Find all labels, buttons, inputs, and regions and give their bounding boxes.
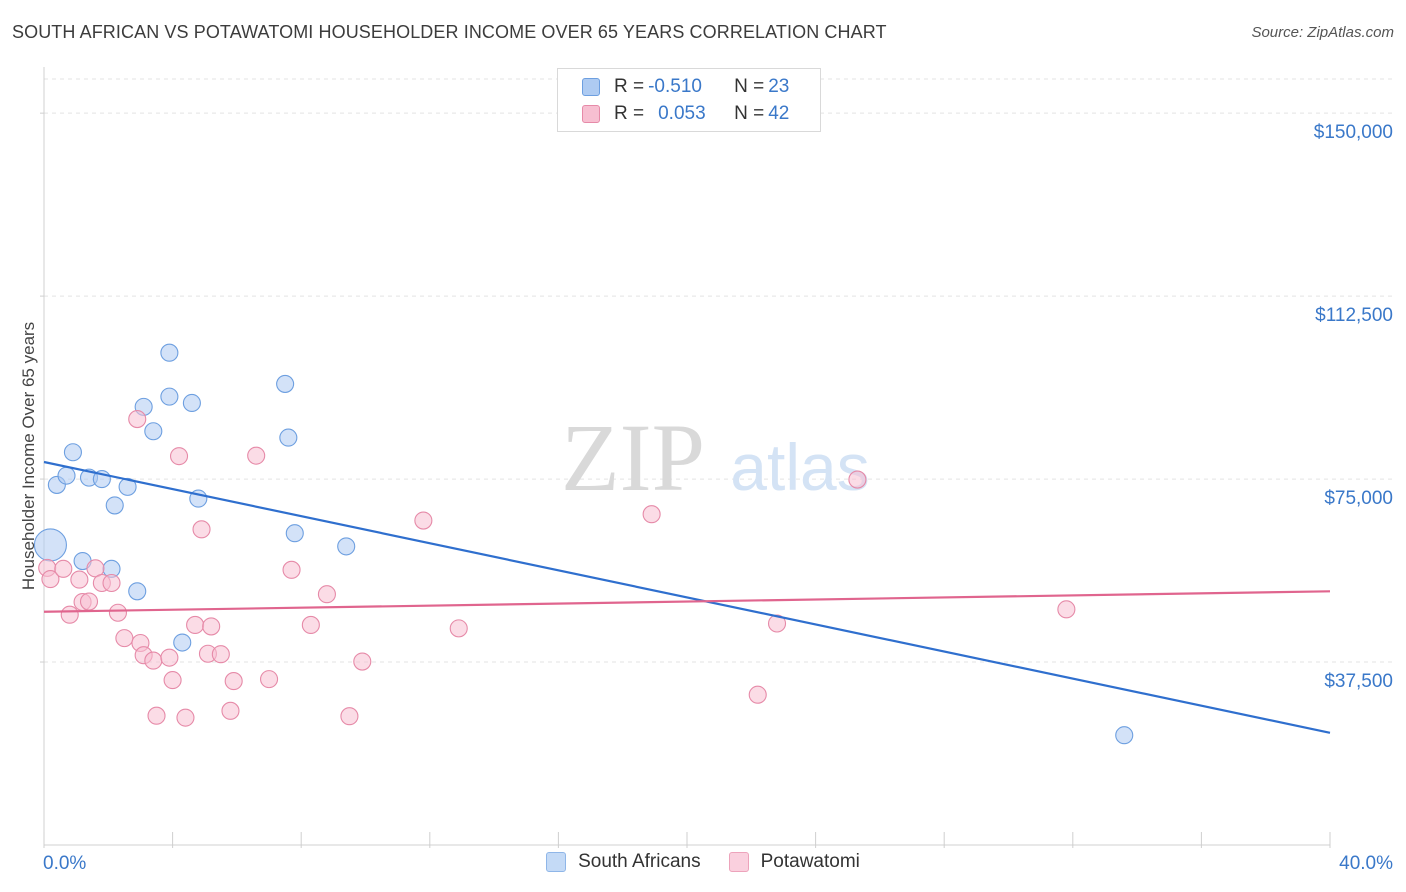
trend-lines [43, 460, 1331, 734]
point-potawatomi [767, 614, 787, 633]
point-potawatomi [147, 706, 166, 725]
point-potawatomi [282, 560, 301, 579]
data-points [33, 343, 1134, 745]
point-potawatomi [353, 652, 372, 671]
y-tick-label: $75,000 [1324, 488, 1393, 509]
y-tick-label: $37,500 [1324, 671, 1393, 692]
point-potawatomi [449, 619, 468, 638]
point-potawatomi [163, 671, 182, 690]
point-potawatomi [1057, 600, 1076, 619]
point-south-africans [118, 477, 137, 496]
legend-swatch-potawatomi [728, 852, 749, 872]
point-south-africans [279, 428, 298, 447]
point-potawatomi [317, 585, 336, 604]
point-south-africans [160, 343, 179, 362]
point-potawatomi [221, 701, 240, 720]
point-south-africans [144, 422, 163, 441]
point-potawatomi [340, 707, 359, 726]
point-potawatomi [192, 520, 211, 539]
point-potawatomi [202, 617, 221, 636]
legend-r-label: R = [614, 76, 645, 97]
point-south-africans [1115, 726, 1134, 745]
trend-line-potawatomi [43, 590, 1331, 613]
point-south-africans [33, 528, 67, 562]
legend-item-south-africans[interactable]: South Africans [546, 851, 701, 873]
y-tick-label: $150,000 [1314, 122, 1393, 143]
point-potawatomi [108, 603, 127, 622]
legend-swatch-potawatomi [582, 105, 600, 123]
x-tick-label: 0.0% [43, 853, 86, 874]
point-potawatomi [748, 685, 767, 704]
legend-n-label: N = [734, 103, 765, 124]
point-potawatomi [115, 629, 134, 648]
x-tick-label: 40.0% [1339, 853, 1393, 874]
point-potawatomi [128, 410, 147, 429]
point-potawatomi [414, 511, 433, 530]
legend-n-value: 23 [768, 76, 790, 97]
legend-n-label: N = [734, 76, 765, 97]
point-potawatomi [247, 446, 266, 465]
point-south-africans [128, 582, 147, 601]
point-potawatomi [211, 645, 230, 664]
point-south-africans [337, 537, 356, 556]
legend-row-south-africans: R = -0.510 N = 23 [582, 74, 789, 100]
chart-title: SOUTH AFRICAN VS POTAWATOMI HOUSEHOLDER … [12, 22, 887, 42]
point-south-africans [57, 466, 76, 485]
legend-swatch-south-africans [546, 852, 567, 872]
point-south-africans [276, 374, 295, 393]
point-potawatomi [60, 605, 79, 624]
point-south-africans [182, 393, 201, 413]
point-potawatomi [169, 447, 189, 466]
point-potawatomi [224, 672, 243, 691]
point-potawatomi [144, 651, 163, 670]
point-potawatomi [70, 570, 89, 589]
point-potawatomi [642, 505, 661, 524]
point-potawatomi [54, 559, 73, 578]
point-south-africans [160, 387, 179, 406]
legend-label-south-africans: South Africans [578, 851, 701, 872]
legend-item-potawatomi[interactable]: Potawatomi [728, 851, 860, 873]
watermark-zip: ZIP [561, 404, 705, 511]
y-tick-label: $112,500 [1315, 305, 1393, 326]
legend-r-value: -0.510 [648, 76, 702, 97]
watermark-atlas: atlas [730, 430, 869, 504]
point-potawatomi [301, 615, 320, 635]
point-potawatomi [160, 648, 179, 667]
point-potawatomi [259, 670, 279, 689]
point-south-africans [63, 443, 82, 462]
point-potawatomi [79, 592, 99, 611]
legend-r-label: R = [614, 103, 645, 124]
source-label: Source: ZipAtlas.com [1251, 24, 1394, 41]
point-potawatomi [176, 708, 195, 727]
tick-labels: $37,500 $75,000 $112,500 $150,000 0.0% 40.0% [43, 122, 1393, 874]
legend-swatch-south-africans [582, 78, 600, 96]
watermark: ZIP atlas [561, 404, 870, 511]
axes [40, 67, 1331, 848]
series-legend: South Africans Potawatomi [0, 851, 1406, 873]
legend-n-value: 42 [768, 103, 790, 124]
legend-row-potawatomi: R = 0.053 N = 42 [582, 101, 789, 127]
point-potawatomi [186, 615, 205, 635]
y-axis-label: Householder Income Over 65 years [19, 322, 38, 590]
point-south-africans [285, 524, 304, 543]
gridlines [44, 78, 1392, 663]
legend-r-value: 0.053 [658, 103, 706, 124]
trend-line-south-africans [43, 460, 1331, 734]
point-south-africans [173, 633, 192, 652]
point-potawatomi [848, 470, 867, 489]
point-south-africans [105, 496, 124, 515]
stats-legend: R = -0.510 N = 23 R = 0.053 N = 42 [557, 68, 821, 132]
legend-label-potawatomi: Potawatomi [760, 851, 860, 872]
point-potawatomi [102, 573, 121, 593]
point-potawatomi [41, 570, 60, 589]
